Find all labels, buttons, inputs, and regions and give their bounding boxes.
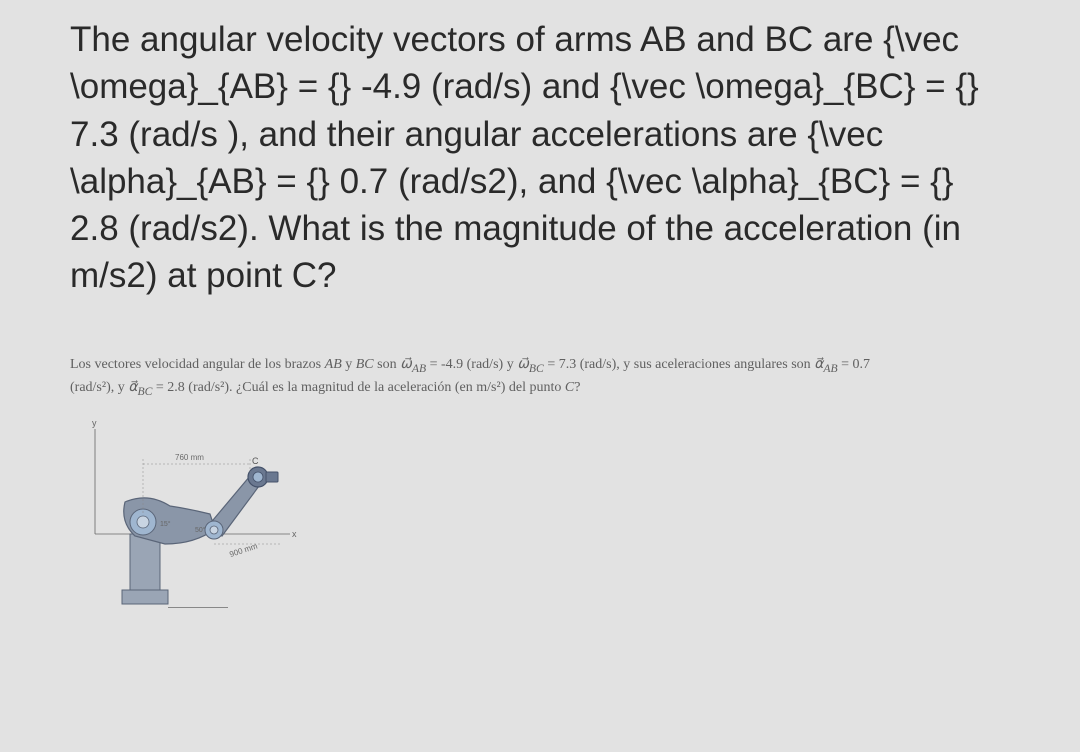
sp-sub-bc2: BC — [137, 385, 152, 398]
main-question-text: The angular velocity vectors of arms AB … — [70, 16, 1010, 300]
angle-50: 50° — [195, 526, 206, 534]
sp-pre1: Los vectores velocidad angular de los br… — [70, 357, 325, 372]
divider-line — [168, 607, 228, 608]
sp-v3: 0.7 — [853, 357, 871, 372]
axis-y-label: y — [92, 418, 97, 428]
sp-sub-ab2: AB — [823, 361, 837, 374]
sp-eq3: = — [838, 357, 853, 372]
point-c-label: C — [252, 456, 259, 466]
sp-sub-bc: BC — [529, 361, 544, 374]
sp-v2: 7.3 (rad/s) — [559, 357, 617, 372]
sp-sub-ab: AB — [412, 361, 426, 374]
sp-mid: , y sus aceleraciones angulares son — [616, 357, 814, 372]
spanish-translation: Los vectores velocidad angular de los br… — [70, 354, 1010, 401]
sp-v4: 2.8 (rad/s²) — [167, 380, 229, 395]
dim-760-label: 760 mm — [175, 453, 204, 462]
sp-wbc: ω⃗ — [517, 357, 529, 372]
sp-aab: α⃗ — [814, 357, 823, 372]
sp-eq4: = — [152, 380, 167, 395]
sp-ab: AB — [325, 357, 342, 372]
sp-bc: BC — [356, 357, 374, 372]
sp-v1: -4.9 (rad/s) — [441, 357, 503, 372]
axis-x-label: x — [292, 529, 297, 539]
arm-bc — [205, 467, 278, 539]
angle-15: 15° — [160, 520, 171, 528]
sp-son: son — [374, 357, 400, 372]
sp-y1: y — [342, 357, 356, 372]
diagram-svg: y x 760 mm 900 mm — [80, 414, 300, 614]
sp-line2a: (rad/s²), y — [70, 380, 128, 395]
sp-qm: ? — [574, 380, 580, 395]
sp-wab: ω⃗ — [400, 357, 412, 372]
sp-eq1: = — [426, 357, 441, 372]
robot-arm-diagram: y x 760 mm 900 mm — [80, 414, 300, 614]
sp-line2b: . ¿Cuál es la magnitud de la aceleración… — [229, 380, 565, 395]
sp-c: C — [565, 380, 574, 395]
sp-eq2: = — [544, 357, 559, 372]
sp-y2: y — [503, 357, 517, 372]
